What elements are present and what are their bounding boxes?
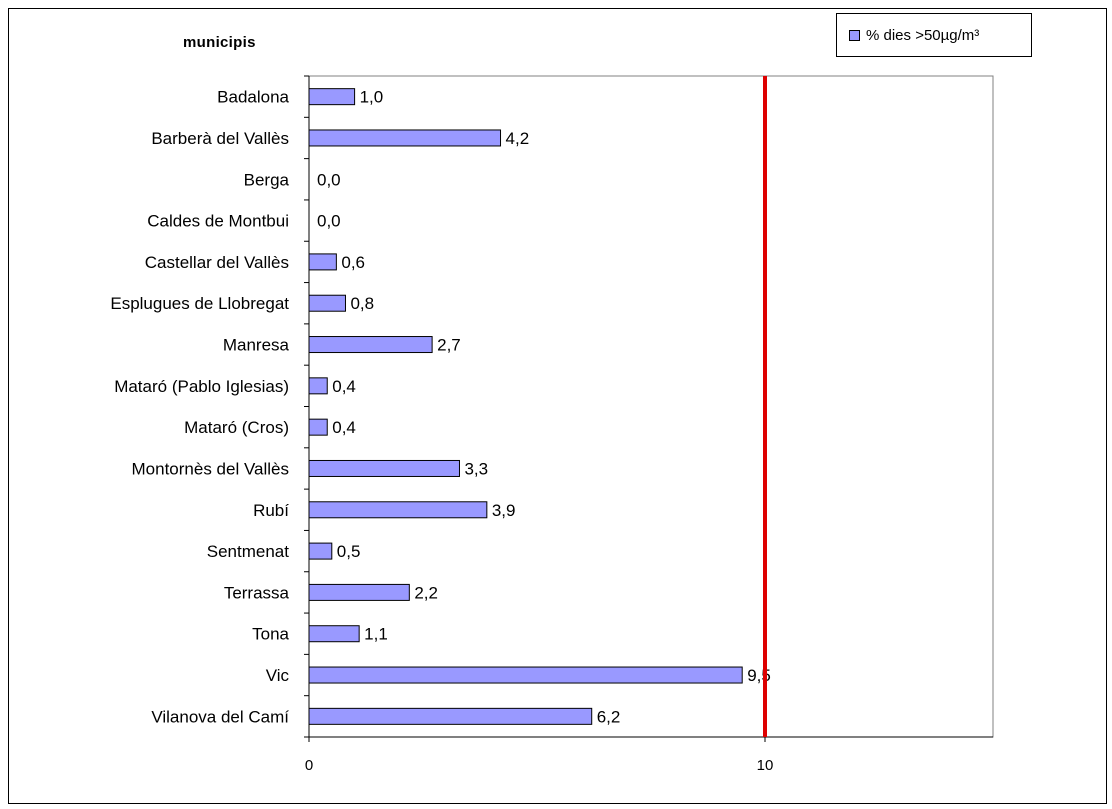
category-label: Mataró (Cros): [184, 418, 289, 437]
data-label: 0,0: [317, 212, 341, 231]
bar: [308, 583, 410, 601]
category-label: Tona: [252, 625, 289, 644]
bar: [308, 707, 593, 725]
category-label: Berga: [244, 170, 290, 189]
bar: [308, 542, 333, 560]
data-label: 0,0: [317, 170, 341, 189]
x-tick-label: 10: [757, 757, 774, 774]
bar: [308, 418, 328, 436]
legend: % dies >50µg/m³: [836, 13, 1032, 57]
bar: [308, 666, 743, 684]
data-label: 0,5: [337, 542, 361, 561]
category-label: Caldes de Montbui: [147, 212, 289, 231]
category-label: Castellar del Vallès: [145, 253, 289, 272]
data-label: 2,2: [414, 583, 438, 602]
x-tick-label: 0: [305, 757, 313, 774]
category-label: Vic: [266, 666, 290, 685]
category-label: Badalona: [217, 88, 289, 107]
data-label: 6,2: [597, 707, 621, 726]
data-label: 3,9: [492, 501, 516, 520]
bar: [308, 253, 337, 271]
data-label: 9,5: [747, 666, 771, 685]
data-label: 1,0: [360, 88, 384, 107]
bar: [308, 625, 360, 643]
bar: [308, 336, 433, 354]
category-label: Rubí: [253, 501, 289, 520]
bar: [308, 294, 346, 312]
bar: [308, 129, 502, 147]
bar: [308, 377, 328, 395]
category-label: Mataró (Pablo Iglesias): [114, 377, 289, 396]
data-label: 1,1: [364, 625, 388, 644]
legend-swatch: [849, 29, 860, 41]
data-label: 2,7: [437, 336, 461, 355]
category-label: Sentmenat: [207, 542, 289, 561]
bar: [308, 459, 460, 477]
category-label: Montornès del Vallès: [132, 459, 290, 478]
bar: [308, 501, 488, 519]
category-label: Manresa: [223, 336, 290, 355]
y-axis-title: municipis: [183, 34, 256, 51]
data-label: 0,4: [332, 418, 356, 437]
chart-frame: [8, 8, 1107, 804]
data-label: 0,8: [350, 294, 374, 313]
bar: [308, 88, 356, 106]
category-label: Esplugues de Llobregat: [110, 294, 289, 313]
category-label: Vilanova del Camí: [151, 707, 289, 726]
legend-label: % dies >50µg/m³: [866, 26, 980, 44]
plot-area: [308, 75, 994, 738]
data-label: 3,3: [464, 459, 488, 478]
data-label: 4,2: [506, 129, 530, 148]
data-label: 0,4: [332, 377, 356, 396]
data-label: 0,6: [341, 253, 365, 272]
category-label: Terrassa: [224, 583, 290, 602]
category-label: Barberà del Vallès: [151, 129, 289, 148]
